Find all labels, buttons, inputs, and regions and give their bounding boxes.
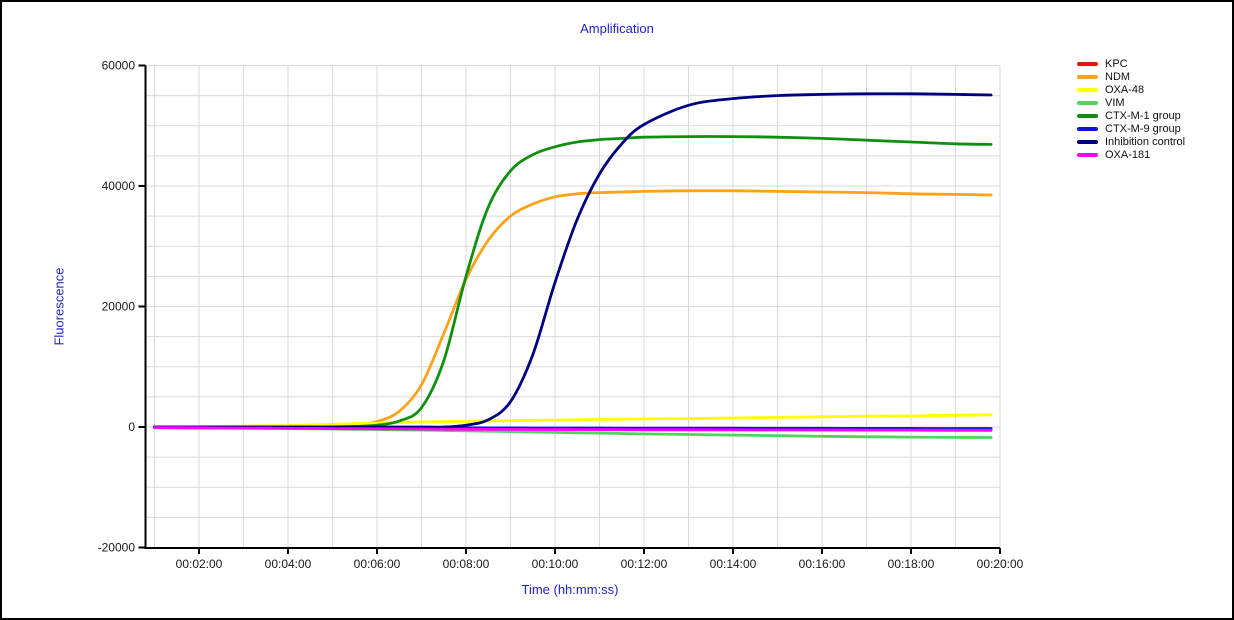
y-tick-label: 40000 (102, 179, 136, 193)
x-axis-title: Time (hh:mm:ss) (521, 582, 619, 597)
y-tick-label: 0 (128, 420, 135, 434)
legend-label: KPC (1105, 57, 1128, 70)
series-ctx-m-1-group (153, 135, 993, 429)
x-tick-label: 00:10:00 (532, 557, 579, 571)
chart-title: Amplification (580, 21, 654, 36)
legend-swatch-ctx-m-1-group (1077, 113, 1098, 118)
legend-label: CTX-M-9 group (1105, 122, 1181, 135)
legend-label: VIM (1105, 96, 1125, 109)
x-tick-label: 00:16:00 (799, 557, 846, 571)
x-tick-label: 00:08:00 (443, 557, 490, 571)
legend-label: Inhibition control (1105, 135, 1186, 148)
legend-swatch-vim (1077, 100, 1098, 105)
grid (145, 65, 1001, 548)
x-tick-label: 00:14:00 (710, 557, 757, 571)
legend-swatch-inhibition-control (1077, 139, 1098, 144)
legend-item-vim: VIM (1077, 96, 1185, 109)
legend-label: OXA-181 (1105, 148, 1151, 161)
legend-label: NDM (1105, 70, 1131, 83)
legend-item-oxa-48: OXA-48 (1077, 83, 1185, 96)
series-curves (153, 92, 993, 439)
legend: KPC NDM OXA-48 VIM CTX-M-1 group CTX-M-9 grou… (1077, 57, 1185, 161)
x-tick-label: 00:18:00 (888, 557, 935, 571)
series-oxa-181 (153, 426, 993, 432)
legend-swatch-kpc (1077, 61, 1098, 66)
x-tick-label: 00:06:00 (354, 557, 401, 571)
legend-swatch-oxa-181 (1077, 152, 1098, 157)
legend-swatch-ndm (1077, 74, 1098, 79)
y-tick-label: 20000 (102, 300, 136, 314)
legend-swatch-oxa-48 (1077, 87, 1098, 92)
series-oxa-48 (153, 413, 993, 429)
legend-item-ctx-m-1-group: CTX-M-1 group (1077, 109, 1185, 122)
legend-item-ctx-m-9-group: CTX-M-9 group (1077, 122, 1185, 135)
series-ndm (153, 189, 993, 429)
legend-item-oxa-181: OXA-181 (1077, 148, 1185, 161)
x-tick-label: 00:02:00 (176, 557, 223, 571)
legend-swatch-ctx-m-9-group (1077, 126, 1098, 131)
axes (138, 64, 1001, 554)
x-tick-label: 00:04:00 (265, 557, 312, 571)
legend-item-kpc: KPC (1077, 57, 1185, 70)
legend-item-ndm: NDM (1077, 70, 1185, 83)
legend-label: OXA-48 (1105, 83, 1145, 96)
x-tick-label: 00:12:00 (621, 557, 668, 571)
legend-label: CTX-M-1 group (1105, 109, 1181, 122)
y-axis-title: Fluorescence (51, 267, 67, 346)
tick-labels: 60000 40000 20000 0 -20000 00:02:00 00:04:00 00… (98, 59, 1024, 572)
legend-item-inhibition-control: Inhibition control (1077, 135, 1185, 148)
y-tick-label: -20000 (98, 541, 136, 555)
x-tick-label: 00:20:00 (977, 557, 1024, 571)
y-tick-label: 60000 (102, 59, 136, 73)
